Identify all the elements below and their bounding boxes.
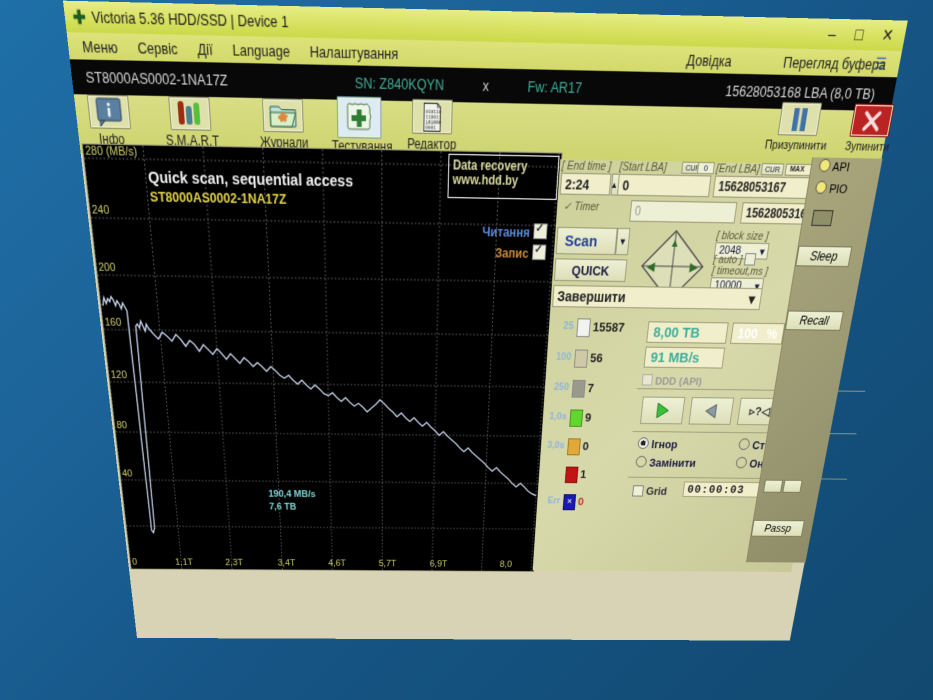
svg-text:▲: ▲ [669,236,680,250]
svg-text:0001: 0001 [425,124,435,130]
